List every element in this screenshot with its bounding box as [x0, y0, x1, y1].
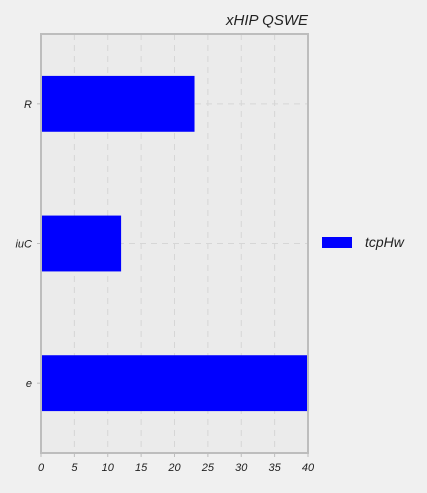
x-tick-label: 30 [235, 462, 248, 474]
x-tick-label: 20 [167, 462, 181, 474]
x-tick-label: 5 [71, 462, 78, 474]
bars [41, 75, 308, 412]
legend: tcpHw [322, 234, 405, 250]
y-tick-label: e [26, 378, 32, 390]
legend-label: tcpHw [365, 234, 405, 250]
legend-swatch [322, 237, 352, 248]
x-tick-label: 25 [201, 462, 215, 474]
x-tick-label: 10 [102, 462, 115, 474]
x-tick-label: 15 [135, 462, 148, 474]
x-axis-ticks: 0 5 10 15 20 25 30 35 40 [38, 453, 315, 474]
bar-e [41, 355, 308, 412]
bar-iuC [41, 215, 122, 272]
x-tick-label: 35 [269, 462, 282, 474]
chart-title: xHIP QSWE [225, 12, 309, 29]
y-tick-label: R [24, 99, 32, 111]
y-tick-label: iuC [15, 239, 32, 251]
x-tick-label: 0 [38, 462, 45, 474]
bar-R [41, 75, 195, 132]
x-tick-label: 40 [302, 462, 315, 474]
